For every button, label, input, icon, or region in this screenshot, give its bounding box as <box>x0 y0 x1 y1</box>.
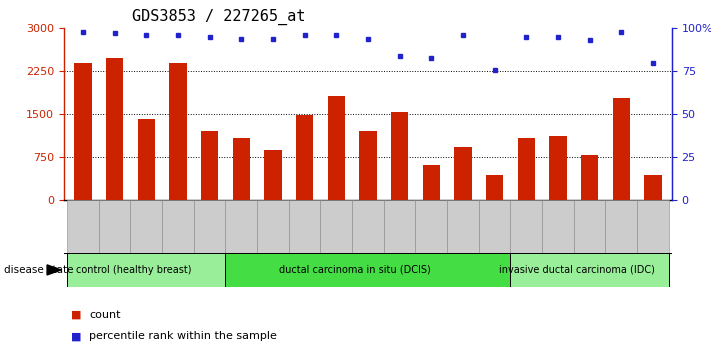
Bar <box>106 58 123 200</box>
Bar <box>67 253 225 287</box>
Bar <box>264 150 282 200</box>
Text: percentile rank within the sample: percentile rank within the sample <box>89 331 277 341</box>
Bar <box>74 63 92 200</box>
Bar <box>232 138 250 200</box>
Bar <box>644 175 662 200</box>
Bar <box>574 200 605 253</box>
Bar <box>328 96 345 200</box>
Bar <box>581 155 598 200</box>
Text: ■: ■ <box>71 331 82 341</box>
Bar <box>454 147 471 200</box>
Bar <box>605 200 637 253</box>
Bar <box>359 131 377 200</box>
Bar <box>99 200 131 253</box>
Bar <box>613 98 630 200</box>
Bar <box>225 200 257 253</box>
Bar <box>194 200 225 253</box>
Text: disease state: disease state <box>4 265 73 275</box>
Bar <box>510 200 542 253</box>
Bar <box>479 200 510 253</box>
Bar <box>549 136 567 200</box>
Bar <box>518 138 535 200</box>
Bar <box>138 119 155 200</box>
Bar <box>131 200 162 253</box>
Bar <box>67 200 99 253</box>
Bar <box>352 200 384 253</box>
Bar <box>289 200 321 253</box>
Text: GDS3853 / 227265_at: GDS3853 / 227265_at <box>132 9 305 25</box>
Polygon shape <box>47 265 61 275</box>
Text: count: count <box>89 310 120 320</box>
Bar <box>391 113 408 200</box>
Bar <box>225 253 510 287</box>
Bar <box>201 131 218 200</box>
Bar <box>510 253 669 287</box>
Bar <box>637 200 669 253</box>
Bar <box>169 63 187 200</box>
Bar <box>542 200 574 253</box>
Bar <box>447 200 479 253</box>
Text: ductal carcinoma in situ (DCIS): ductal carcinoma in situ (DCIS) <box>279 265 431 275</box>
Bar <box>162 200 194 253</box>
Bar <box>384 200 415 253</box>
Bar <box>422 165 440 200</box>
Bar <box>321 200 352 253</box>
Bar <box>296 115 314 200</box>
Text: ■: ■ <box>71 310 82 320</box>
Bar <box>486 175 503 200</box>
Bar <box>257 200 289 253</box>
Text: invasive ductal carcinoma (IDC): invasive ductal carcinoma (IDC) <box>499 265 655 275</box>
Bar <box>415 200 447 253</box>
Text: control (healthy breast): control (healthy breast) <box>76 265 191 275</box>
